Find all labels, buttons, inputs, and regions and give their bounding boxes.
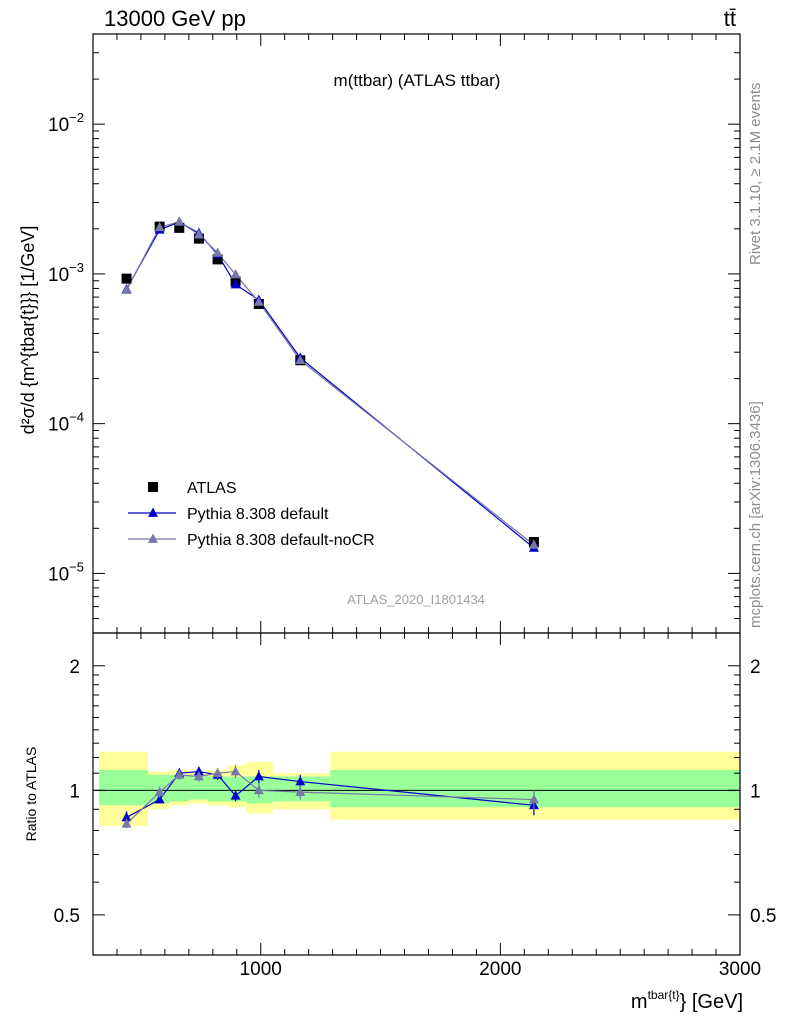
atlas-point-2 xyxy=(174,222,185,233)
final-state-label: tt̄ xyxy=(724,6,736,31)
rivet-version-label: Rivet 3.1.10, ≥ 2.1M events xyxy=(747,83,764,266)
ratio-point-1-5 xyxy=(230,790,241,800)
legend-entry-0: ATLAS xyxy=(148,480,237,497)
legend-marker-triangle xyxy=(148,533,158,543)
series-line-1 xyxy=(126,221,535,549)
ratio-point-1-7 xyxy=(295,776,306,786)
ratio-tick-label-left-2: 0.5 xyxy=(54,906,80,927)
process-label: 13000 GeV pp xyxy=(104,6,246,31)
legend-label-1: Pythia 8.308 default xyxy=(187,506,329,523)
ratio-point-1-3 xyxy=(193,766,204,776)
ratio-point-2-4 xyxy=(212,767,223,778)
ratio-uncertainty-bands xyxy=(98,751,740,826)
series-2-point-2 xyxy=(174,216,185,226)
x-axis-title: mtbar{t}} [GeV] xyxy=(631,988,743,1013)
ratio-point-1-1 xyxy=(154,794,165,804)
ratio-tick-label-left-0: 2 xyxy=(69,657,80,678)
y-tick-label-main-0: 10−2 xyxy=(48,110,84,136)
series-2-point-1 xyxy=(154,221,165,232)
ratio-panel-frame xyxy=(92,632,741,956)
x-tick-label-0: 1000 xyxy=(240,959,282,980)
ratio-panel-data xyxy=(93,765,740,829)
legend-entry-1: Pythia 8.308 default xyxy=(128,506,329,523)
ratio-tick-label-right-1: 1 xyxy=(750,781,761,802)
y-tick-label-main-1: 10−3 xyxy=(48,260,84,286)
atlas-point-4 xyxy=(212,254,223,265)
x-tick-label-1: 2000 xyxy=(479,959,521,980)
series-1-point-5 xyxy=(230,278,241,289)
legend-entry-2: Pythia 8.308 default-noCR xyxy=(128,532,375,549)
ratio-point-2-3 xyxy=(193,771,204,781)
series-2-point-7 xyxy=(295,354,306,365)
ratio-point-2-6 xyxy=(253,784,264,795)
ratio-band-inner-4 xyxy=(208,776,228,802)
ratio-point-2-7 xyxy=(295,786,306,796)
mcplots-reference-label: mcplots.cern.ch [arXiv:1306.3436] xyxy=(747,401,764,628)
y-axis-title-main: d²σ/d {m^{tbar{t}}} [1/GeV] xyxy=(18,226,38,435)
ratio-point-2-0 xyxy=(121,818,132,828)
series-2-point-5 xyxy=(230,269,241,279)
y-axis-title-ratio: Ratio to ATLAS xyxy=(23,747,39,842)
series-2-point-4 xyxy=(212,247,223,257)
legend: ATLAS Pythia 8.308 default Pythia 8.308 de… xyxy=(128,480,375,549)
series-2-point-8 xyxy=(528,539,539,549)
ratio-band-inner-2 xyxy=(169,774,189,802)
ratio-point-2-8 xyxy=(528,794,539,804)
y-tick-label-main-3: 10−5 xyxy=(48,559,84,585)
legend-label-2: Pythia 8.308 default-noCR xyxy=(187,532,375,549)
ratio-tick-label-left-1: 1 xyxy=(69,781,80,802)
ratio-band-inner-0 xyxy=(98,769,149,806)
ratio-band-inner-5 xyxy=(227,776,247,802)
ratio-point-1-6 xyxy=(253,771,264,781)
legend-label-0: ATLAS xyxy=(187,480,237,497)
ratio-tick-label-right-0: 2 xyxy=(750,657,761,678)
series-2-point-6 xyxy=(253,296,264,306)
plot-title: m(ttbar) (ATLAS ttbar) xyxy=(334,71,501,90)
axes: 1000 2000 3000 10−2 10−3 10−4 10−5 2 2 1 1 0.5 0.5 xyxy=(48,33,776,980)
legend-marker-square xyxy=(148,482,158,492)
ratio-point-2-2 xyxy=(174,769,185,779)
main-panel-data xyxy=(121,216,539,552)
x-tick-label-2: 3000 xyxy=(719,959,761,980)
atlas-point-3 xyxy=(193,233,204,244)
series-2-point-3 xyxy=(193,229,204,239)
ratio-point-1-0 xyxy=(121,811,132,822)
ratio-point-2-5 xyxy=(230,766,241,776)
ratio-band-inner-3 xyxy=(188,776,209,800)
series-2-point-0 xyxy=(121,284,132,294)
legend-marker-triangle xyxy=(148,507,158,517)
y-tick-label-main-2: 10−4 xyxy=(48,410,84,436)
ratio-point-2-1 xyxy=(154,786,165,796)
atlas-point-0 xyxy=(121,273,132,284)
analysis-tag: ATLAS_2020_I1801434 xyxy=(347,592,485,607)
ratio-tick-label-right-2: 0.5 xyxy=(750,906,776,927)
